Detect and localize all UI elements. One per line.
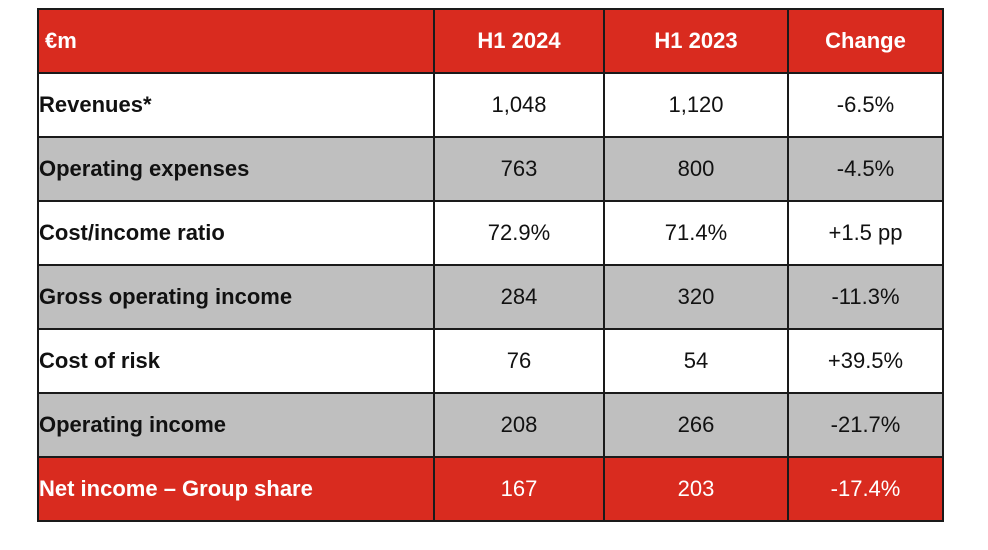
table-row: Operating expenses 763 800 -4.5% (37, 136, 944, 202)
row-label: Operating expenses (37, 136, 435, 202)
table-row: Cost/income ratio 72.9% 71.4% +1.5 pp (37, 200, 944, 266)
cell-h1-2024: 1,048 (433, 72, 605, 138)
header-change: Change (787, 8, 944, 74)
cell-h1-2024: 208 (433, 392, 605, 458)
cell-h1-2024: 76 (433, 328, 605, 394)
cell-h1-2024: 72.9% (433, 200, 605, 266)
cell-change: -4.5% (787, 136, 944, 202)
cell-h1-2023: 266 (603, 392, 789, 458)
cell-h1-2023: 71.4% (603, 200, 789, 266)
row-label: Revenues* (37, 72, 435, 138)
header-unit: €m (37, 8, 435, 74)
cell-change: +1.5 pp (787, 200, 944, 266)
table-row: Operating income 208 266 -21.7% (37, 392, 944, 458)
cell-change: -6.5% (787, 72, 944, 138)
cell-h1-2024: 167 (433, 456, 605, 522)
row-label: Cost/income ratio (37, 200, 435, 266)
cell-h1-2024: 284 (433, 264, 605, 330)
table-row: Gross operating income 284 320 -11.3% (37, 264, 944, 330)
table-total-row: Net income – Group share 167 203 -17.4% (37, 456, 944, 522)
table-row: Cost of risk 76 54 +39.5% (37, 328, 944, 394)
row-label: Gross operating income (37, 264, 435, 330)
cell-h1-2024: 763 (433, 136, 605, 202)
row-label: Net income – Group share (37, 456, 435, 522)
table-row: Revenues* 1,048 1,120 -6.5% (37, 72, 944, 138)
cell-change: -17.4% (787, 456, 944, 522)
financial-results-table: €m H1 2024 H1 2023 Change Revenues* 1,04… (37, 8, 944, 522)
cell-change: -11.3% (787, 264, 944, 330)
header-h1-2023: H1 2023 (603, 8, 789, 74)
row-label: Cost of risk (37, 328, 435, 394)
cell-h1-2023: 54 (603, 328, 789, 394)
row-label: Operating income (37, 392, 435, 458)
header-h1-2024: H1 2024 (433, 8, 605, 74)
table-header-row: €m H1 2024 H1 2023 Change (37, 8, 944, 74)
cell-h1-2023: 320 (603, 264, 789, 330)
cell-change: +39.5% (787, 328, 944, 394)
cell-h1-2023: 800 (603, 136, 789, 202)
cell-change: -21.7% (787, 392, 944, 458)
cell-h1-2023: 203 (603, 456, 789, 522)
cell-h1-2023: 1,120 (603, 72, 789, 138)
